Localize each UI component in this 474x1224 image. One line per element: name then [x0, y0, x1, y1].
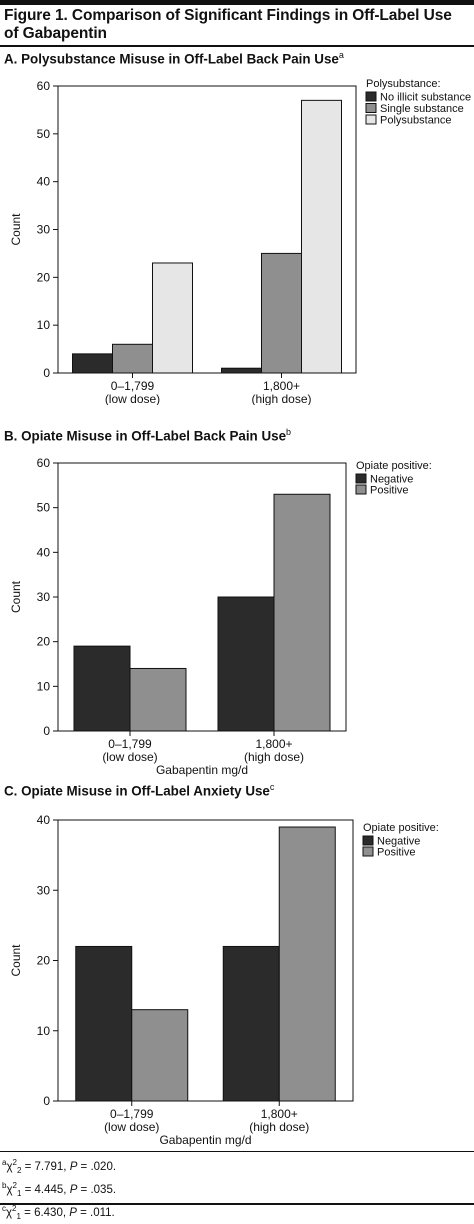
footnote-b: bχ21 = 4.445, P = .035. — [2, 1181, 117, 1199]
figure-title: Figure 1. Comparison of Significant Find… — [4, 7, 452, 42]
legend-label: Polysubstance — [380, 115, 452, 127]
top-rule — [0, 0, 474, 5]
chart-b: 0 10 20 30 40 50 60 Count 0–1,799(low dose) 1,800… — [9, 456, 432, 777]
panel-b-title-text: B. Opiate Misuse in Off-Label Back Pain … — [4, 428, 287, 444]
y-tick-label: 20 — [37, 270, 51, 284]
x-axis-label: Gabapentin mg/d — [159, 1133, 251, 1147]
bottom-rule — [0, 1203, 474, 1205]
bar — [75, 945, 133, 1102]
x-tick-label: (low dose) — [105, 392, 160, 405]
y-tick-label: 50 — [37, 501, 51, 515]
legend-title: Opiate positive: — [363, 822, 439, 834]
panel-b-title: B. Opiate Misuse in Off-Label Back Pain … — [4, 427, 291, 443]
chart-c: 0 10 20 30 40 Count 0–1,799(low dose) 1,800+(hi… — [9, 813, 439, 1147]
y-tick-label: 10 — [37, 1024, 51, 1038]
bar — [221, 367, 262, 374]
legend-label: Positive — [370, 485, 409, 497]
panel-a-title-text: A. Polysubstance Misuse in Off-Label Bac… — [4, 51, 339, 67]
y-tick-label: 30 — [37, 590, 51, 604]
panel-c-title: C. Opiate Misuse in Off-Label Anxiety Us… — [4, 782, 274, 798]
legend-swatch — [355, 473, 367, 484]
y-tick-label: 40 — [37, 175, 51, 189]
legend-swatch — [362, 835, 374, 846]
y-tick-label: 60 — [37, 79, 51, 93]
legend-swatch — [365, 103, 377, 113]
legend-label: Positive — [377, 847, 416, 859]
legend-swatch — [365, 114, 377, 125]
y-tick-label: 40 — [37, 545, 51, 559]
bar — [301, 99, 342, 374]
x-axis-label: Gabapentin mg/d — [156, 763, 248, 777]
y-axis-label: Count — [9, 580, 23, 613]
y-tick-label: 30 — [37, 223, 51, 237]
bar — [72, 353, 113, 374]
x-tick-label: 0–1,799 — [108, 737, 152, 751]
bar — [152, 262, 193, 374]
y-tick-label: 40 — [37, 813, 51, 827]
x-tick-label: (high dose) — [244, 750, 304, 764]
y-tick-label: 0 — [43, 724, 50, 738]
y-axis-label: Count — [9, 944, 23, 977]
title-rule — [0, 45, 474, 47]
y-tick-label: 30 — [37, 883, 51, 897]
legend-label: No illicit substance — [380, 92, 471, 104]
y-axis-label: Count — [9, 213, 23, 246]
x-tick-label: (high dose) — [249, 1120, 309, 1134]
y-tick-label: 60 — [37, 456, 51, 470]
x-tick-label: (low dose) — [104, 1120, 159, 1134]
bar — [112, 343, 153, 374]
footnote-a: aχ22 = 7.791, P = .020. — [2, 1158, 117, 1176]
y-tick-label: 0 — [43, 366, 50, 380]
y-tick-label: 20 — [37, 635, 51, 649]
bar — [273, 493, 331, 732]
legend-title: Polysubstance: — [366, 78, 441, 90]
x-tick-label: 0–1,799 — [111, 379, 155, 393]
y-tick-label: 0 — [43, 1094, 50, 1108]
bar — [131, 1009, 189, 1102]
panel-a-title: A. Polysubstance Misuse in Off-Label Bac… — [4, 50, 344, 66]
x-tick-label: 0–1,799 — [110, 1107, 154, 1121]
x-tick-label: 1,800+ — [261, 1107, 298, 1121]
bar — [222, 945, 280, 1102]
footnote-rule — [0, 1151, 474, 1152]
chart-a: 0 10 20 30 40 50 60 Count 0–1,799(low dose) 1,800… — [9, 78, 471, 405]
bar — [261, 252, 302, 374]
bar — [278, 826, 336, 1102]
panel-c-title-text: C. Opiate Misuse in Off-Label Anxiety Us… — [4, 783, 270, 799]
footnotes: aχ22 = 7.791, P = .020. bχ21 = 4.445, P … — [2, 1155, 116, 1224]
bar — [217, 596, 275, 732]
legend-title: Opiate positive: — [356, 460, 432, 472]
legend-swatch — [362, 846, 374, 857]
y-tick-label: 10 — [37, 318, 51, 332]
x-tick-label: 1,800+ — [263, 379, 300, 393]
y-tick-label: 50 — [37, 127, 51, 141]
panel-b-title-sup: b — [286, 427, 292, 437]
legend-label: Single substance — [380, 103, 464, 115]
x-tick-label: (low dose) — [102, 750, 157, 764]
y-tick-label: 10 — [37, 679, 51, 693]
y-tick-label: 20 — [37, 954, 51, 968]
x-tick-label: 1,800+ — [255, 737, 292, 751]
bar — [129, 667, 187, 732]
x-tick-label: (high dose) — [251, 392, 311, 405]
legend-swatch — [355, 484, 367, 495]
legend-label: Negative — [370, 474, 413, 486]
panel-c-title-sup: c — [269, 782, 275, 792]
legend-swatch — [365, 91, 377, 102]
legend-label: Negative — [377, 836, 420, 848]
panel-a-title-sup: a — [338, 50, 344, 60]
bar — [73, 645, 131, 732]
